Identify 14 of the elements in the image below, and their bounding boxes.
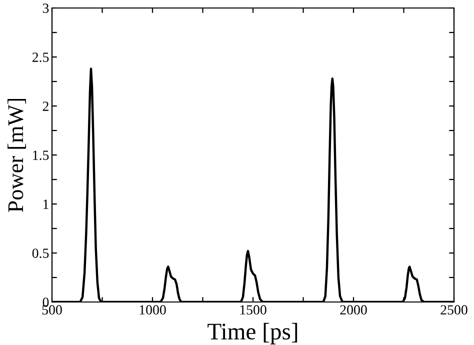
x-tick-label: 1000 xyxy=(140,305,166,315)
x-tick-label: 500 xyxy=(42,305,62,315)
x-tick-label: 1500 xyxy=(240,305,266,315)
y-tick-label: 1.5 xyxy=(33,150,49,160)
y-tick-label: 3 xyxy=(42,4,49,13)
y-tick-label: 0.5 xyxy=(32,248,49,258)
x-tick-label: 2000 xyxy=(340,305,367,315)
y-tick-label: 0 xyxy=(42,298,49,307)
y-tick-label: 2.5 xyxy=(32,52,49,62)
x-axis-title: Time [ps] xyxy=(208,322,298,344)
y-tick-label: 2 xyxy=(42,102,48,111)
y-tick-label: 1 xyxy=(44,200,48,209)
y-axis-title: Power [mW] xyxy=(8,98,26,212)
x-tick-label: 2500 xyxy=(440,305,468,315)
